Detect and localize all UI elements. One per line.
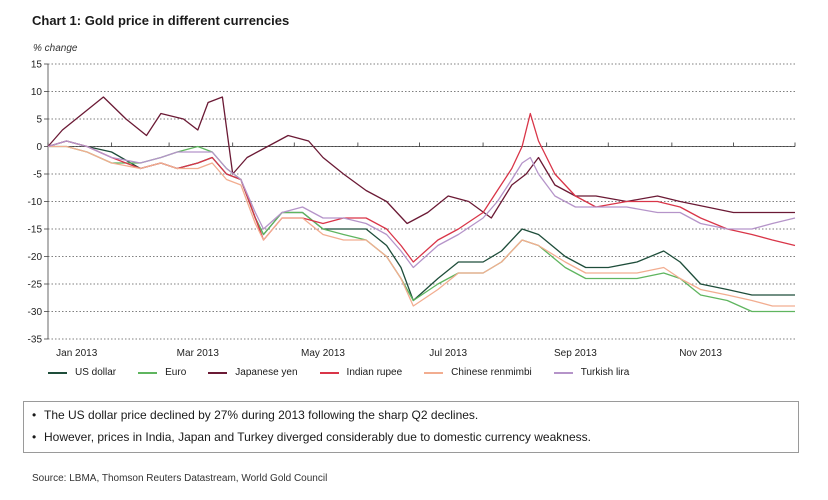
series-line-us-dollar: [47, 140, 795, 302]
legend-swatch: [553, 371, 573, 374]
x-tick-label: May 2013: [301, 348, 345, 359]
y-tick-label: -25: [28, 280, 43, 291]
legend-swatch: [424, 371, 444, 374]
x-tick-label: Mar 2013: [177, 348, 220, 359]
y-tick-label: -30: [28, 307, 43, 318]
y-tick-label: -35: [28, 335, 43, 346]
legend-swatch: [138, 371, 158, 374]
x-tick-label: Jan 2013: [56, 348, 98, 359]
legend-item-euro: Euro: [138, 367, 186, 378]
legend-label: US dollar: [75, 367, 117, 378]
series-line-chinese-renmimbi: [48, 145, 795, 307]
note-item: The US dollar price declined by 27% duri…: [24, 406, 798, 424]
key-points-box: The US dollar price declined by 27% duri…: [23, 401, 799, 453]
legend-label: Japanese yen: [235, 367, 298, 378]
series-line-indian-rupee: [47, 112, 796, 263]
y-axis-units-label: % change: [33, 43, 78, 54]
source-note: Source: LBMA, Thomson Reuters Datastream…: [32, 473, 328, 484]
y-tick-label: 10: [31, 87, 43, 98]
y-tick-label: -5: [33, 170, 42, 181]
series-line-japanese-yen: [47, 96, 795, 225]
gold-price-line-chart: 15 10 5 0 -5 -10 -15 -20 -25 -30 -35 Jan 2013 Mar 20…: [28, 60, 796, 359]
chart-legend: US dollar Euro Japanese yen Indian rupee Chi…: [48, 367, 651, 378]
y-tick-label: -15: [28, 225, 43, 236]
legend-item-chinese-renmimbi: Chinese renmimbi: [424, 367, 532, 378]
legend-item-turkish-lira: Turkish lira: [553, 367, 630, 378]
legend-item-japanese-yen: Japanese yen: [208, 367, 298, 378]
legend-item-indian-rupee: Indian rupee: [319, 367, 403, 378]
legend-swatch: [319, 371, 339, 374]
series-line-turkish-lira: [47, 140, 796, 269]
x-tick-label: Sep 2013: [554, 348, 597, 359]
legend-label: Turkish lira: [580, 367, 630, 378]
note-item: However, prices in India, Japan and Turk…: [24, 428, 798, 446]
legend-label: Euro: [165, 367, 187, 378]
legend-item-us-dollar: US dollar: [48, 367, 116, 378]
x-tick-label: Jul 2013: [429, 348, 467, 359]
legend-label: Chinese renmimbi: [451, 367, 532, 378]
y-tick-label: 0: [36, 142, 42, 153]
legend-swatch: [48, 371, 67, 374]
legend-swatch: [208, 371, 228, 374]
y-tick-label: -20: [28, 252, 43, 263]
legend-label: Indian rupee: [346, 367, 403, 378]
y-tick-label: -10: [28, 197, 43, 208]
y-tick-label: 5: [36, 115, 42, 126]
chart-title: Chart 1: Gold price in different currenc…: [32, 13, 290, 28]
y-tick-label: 15: [31, 60, 43, 71]
x-tick-label: Nov 2013: [679, 348, 722, 359]
